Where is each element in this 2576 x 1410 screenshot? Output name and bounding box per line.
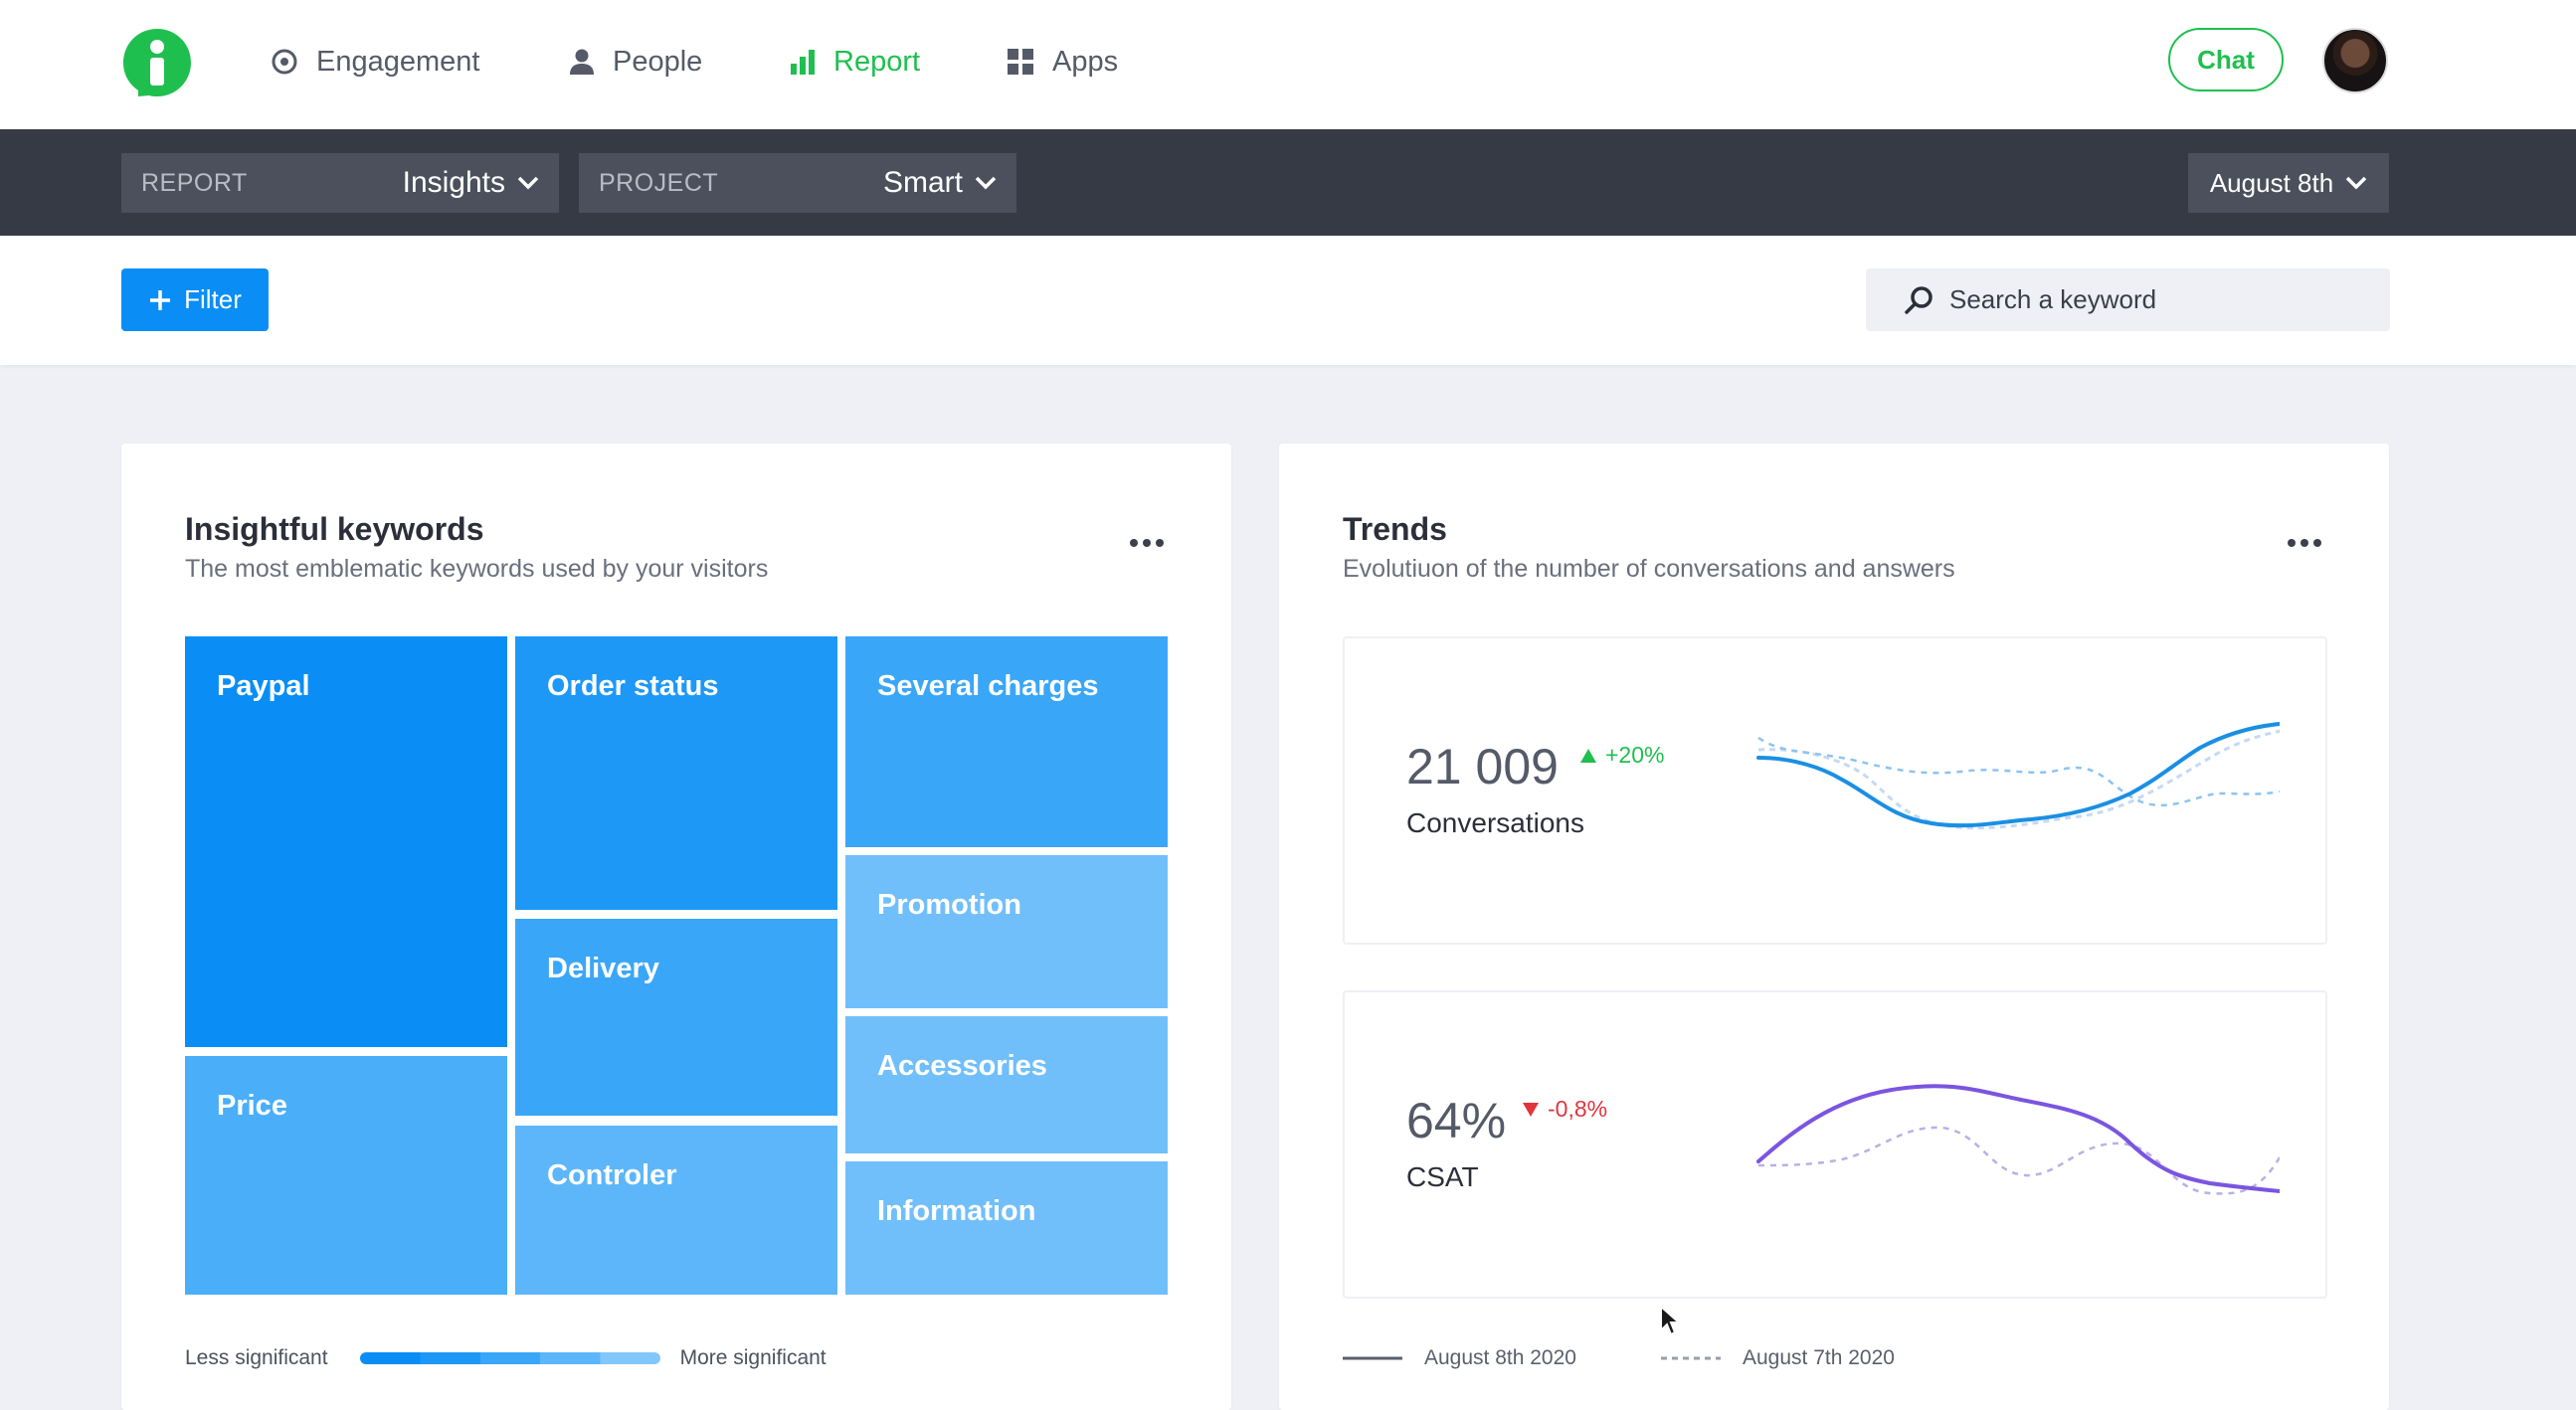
report-select-value-wrap: Insights: [403, 166, 539, 200]
nav-people-label: People: [613, 45, 703, 78]
conversations-label: Conversations: [1406, 807, 1584, 838]
nav-report-label: Report: [833, 45, 921, 78]
grid-icon: [1008, 49, 1033, 75]
conversations-change-value: +20%: [1605, 742, 1665, 768]
insightful-keywords-card: Insightful keywords The most emblematic …: [121, 443, 1231, 1410]
report-select[interactable]: REPORT Insights: [121, 153, 559, 213]
trend-legend-previous: August 7th 2020: [1661, 1346, 1895, 1370]
csat-value: 64%: [1406, 1093, 1507, 1148]
chevron-down-icon: [2345, 176, 2367, 190]
more-options-button[interactable]: [1130, 535, 1170, 551]
chat-button[interactable]: Chat: [2168, 28, 2284, 91]
card-subtitle: The most emblematic keywords used by you…: [185, 555, 769, 583]
keyword-tile-price[interactable]: Price: [185, 1056, 507, 1295]
csat-change-value: -0,8%: [1548, 1096, 1608, 1122]
filter-bar: Filter: [0, 236, 2576, 365]
significance-legend: Less significant More significant: [185, 1346, 827, 1370]
person-icon: [570, 49, 594, 75]
keyword-tile-controler[interactable]: Controler: [515, 1126, 837, 1295]
csat-trend: 64% -0,8% CSAT: [1343, 990, 2327, 1299]
card-subtitle: Evolutiuon of the number of conversation…: [1343, 555, 1955, 583]
nav-engagement[interactable]: Engagement: [271, 38, 479, 86]
conversations-value: 21 009: [1406, 739, 1559, 794]
filter-button[interactable]: Filter: [121, 268, 269, 331]
plus-icon: [150, 289, 171, 310]
project-select[interactable]: PROJECT Smart: [579, 153, 1016, 213]
trends-card: Trends Evolutiuon of the number of conve…: [1279, 443, 2389, 1410]
date-select-value: August 8th: [2209, 167, 2334, 198]
top-navigation: Engagement People Report Apps Chat: [0, 0, 2576, 129]
triangle-down-icon: [1523, 1102, 1539, 1117]
significance-scale-bar: [359, 1352, 660, 1364]
keyword-tile-order-status[interactable]: Order status: [515, 636, 837, 910]
card-title: Trends: [1343, 511, 1447, 547]
avatar[interactable]: [2322, 28, 2388, 93]
conversations-trend: 21 009 +20% Conversations: [1343, 636, 2327, 945]
report-select-label: REPORT: [141, 168, 248, 197]
search-box[interactable]: [1866, 268, 2390, 331]
target-icon: [272, 49, 297, 75]
csat-label: CSAT: [1406, 1161, 1479, 1192]
filter-button-label: Filter: [184, 284, 242, 314]
chevron-down-icon: [517, 176, 539, 190]
nav-apps-label: Apps: [1052, 45, 1119, 78]
logo-icon[interactable]: [121, 27, 193, 98]
project-select-value: Smart: [882, 166, 963, 199]
nav-apps[interactable]: Apps: [1007, 38, 1118, 86]
legend-more-label: More significant: [679, 1346, 827, 1369]
date-select[interactable]: August 8th: [2188, 153, 2389, 213]
keyword-tile-promotion[interactable]: Promotion: [845, 855, 1168, 1008]
csat-change: -0,8%: [1522, 1096, 1607, 1123]
dashed-line-icon: [1661, 1356, 1721, 1360]
solid-line-icon: [1343, 1356, 1402, 1360]
keyword-tile-accessories[interactable]: Accessories: [845, 1016, 1168, 1153]
keyword-tile-information[interactable]: Information: [845, 1161, 1168, 1295]
legend-less-label: Less significant: [185, 1346, 328, 1369]
csat-sparkline: [1756, 1084, 2280, 1195]
keyword-tile-paypal[interactable]: Paypal: [185, 636, 507, 1047]
search-input[interactable]: [1949, 284, 2367, 315]
more-options-button[interactable]: [2288, 535, 2327, 551]
trend-legend-current: August 8th 2020: [1343, 1346, 1576, 1370]
mouse-cursor-icon: [1660, 1305, 1681, 1336]
bar-chart-icon: [791, 50, 815, 75]
nav-people[interactable]: People: [569, 38, 702, 86]
keyword-tile-several-charges[interactable]: Several charges: [845, 636, 1168, 847]
trend-legend-previous-label: August 7th 2020: [1743, 1346, 1895, 1369]
nav-engagement-label: Engagement: [316, 45, 480, 78]
search-icon: [1905, 285, 1932, 314]
conversations-sparkline: [1756, 722, 2280, 830]
chevron-down-icon: [975, 176, 997, 190]
report-select-value: Insights: [402, 166, 505, 199]
project-select-label: PROJECT: [599, 168, 719, 197]
project-select-value-wrap: Smart: [883, 166, 997, 200]
conversations-change: +20%: [1579, 742, 1664, 769]
triangle-up-icon: [1580, 748, 1596, 763]
report-bar: REPORT Insights PROJECT Smart August 8th: [0, 129, 2576, 236]
trend-legend-current-label: August 8th 2020: [1424, 1346, 1576, 1369]
nav-report[interactable]: Report: [790, 38, 920, 86]
keyword-tile-delivery[interactable]: Delivery: [515, 919, 837, 1116]
card-title: Insightful keywords: [185, 511, 484, 547]
